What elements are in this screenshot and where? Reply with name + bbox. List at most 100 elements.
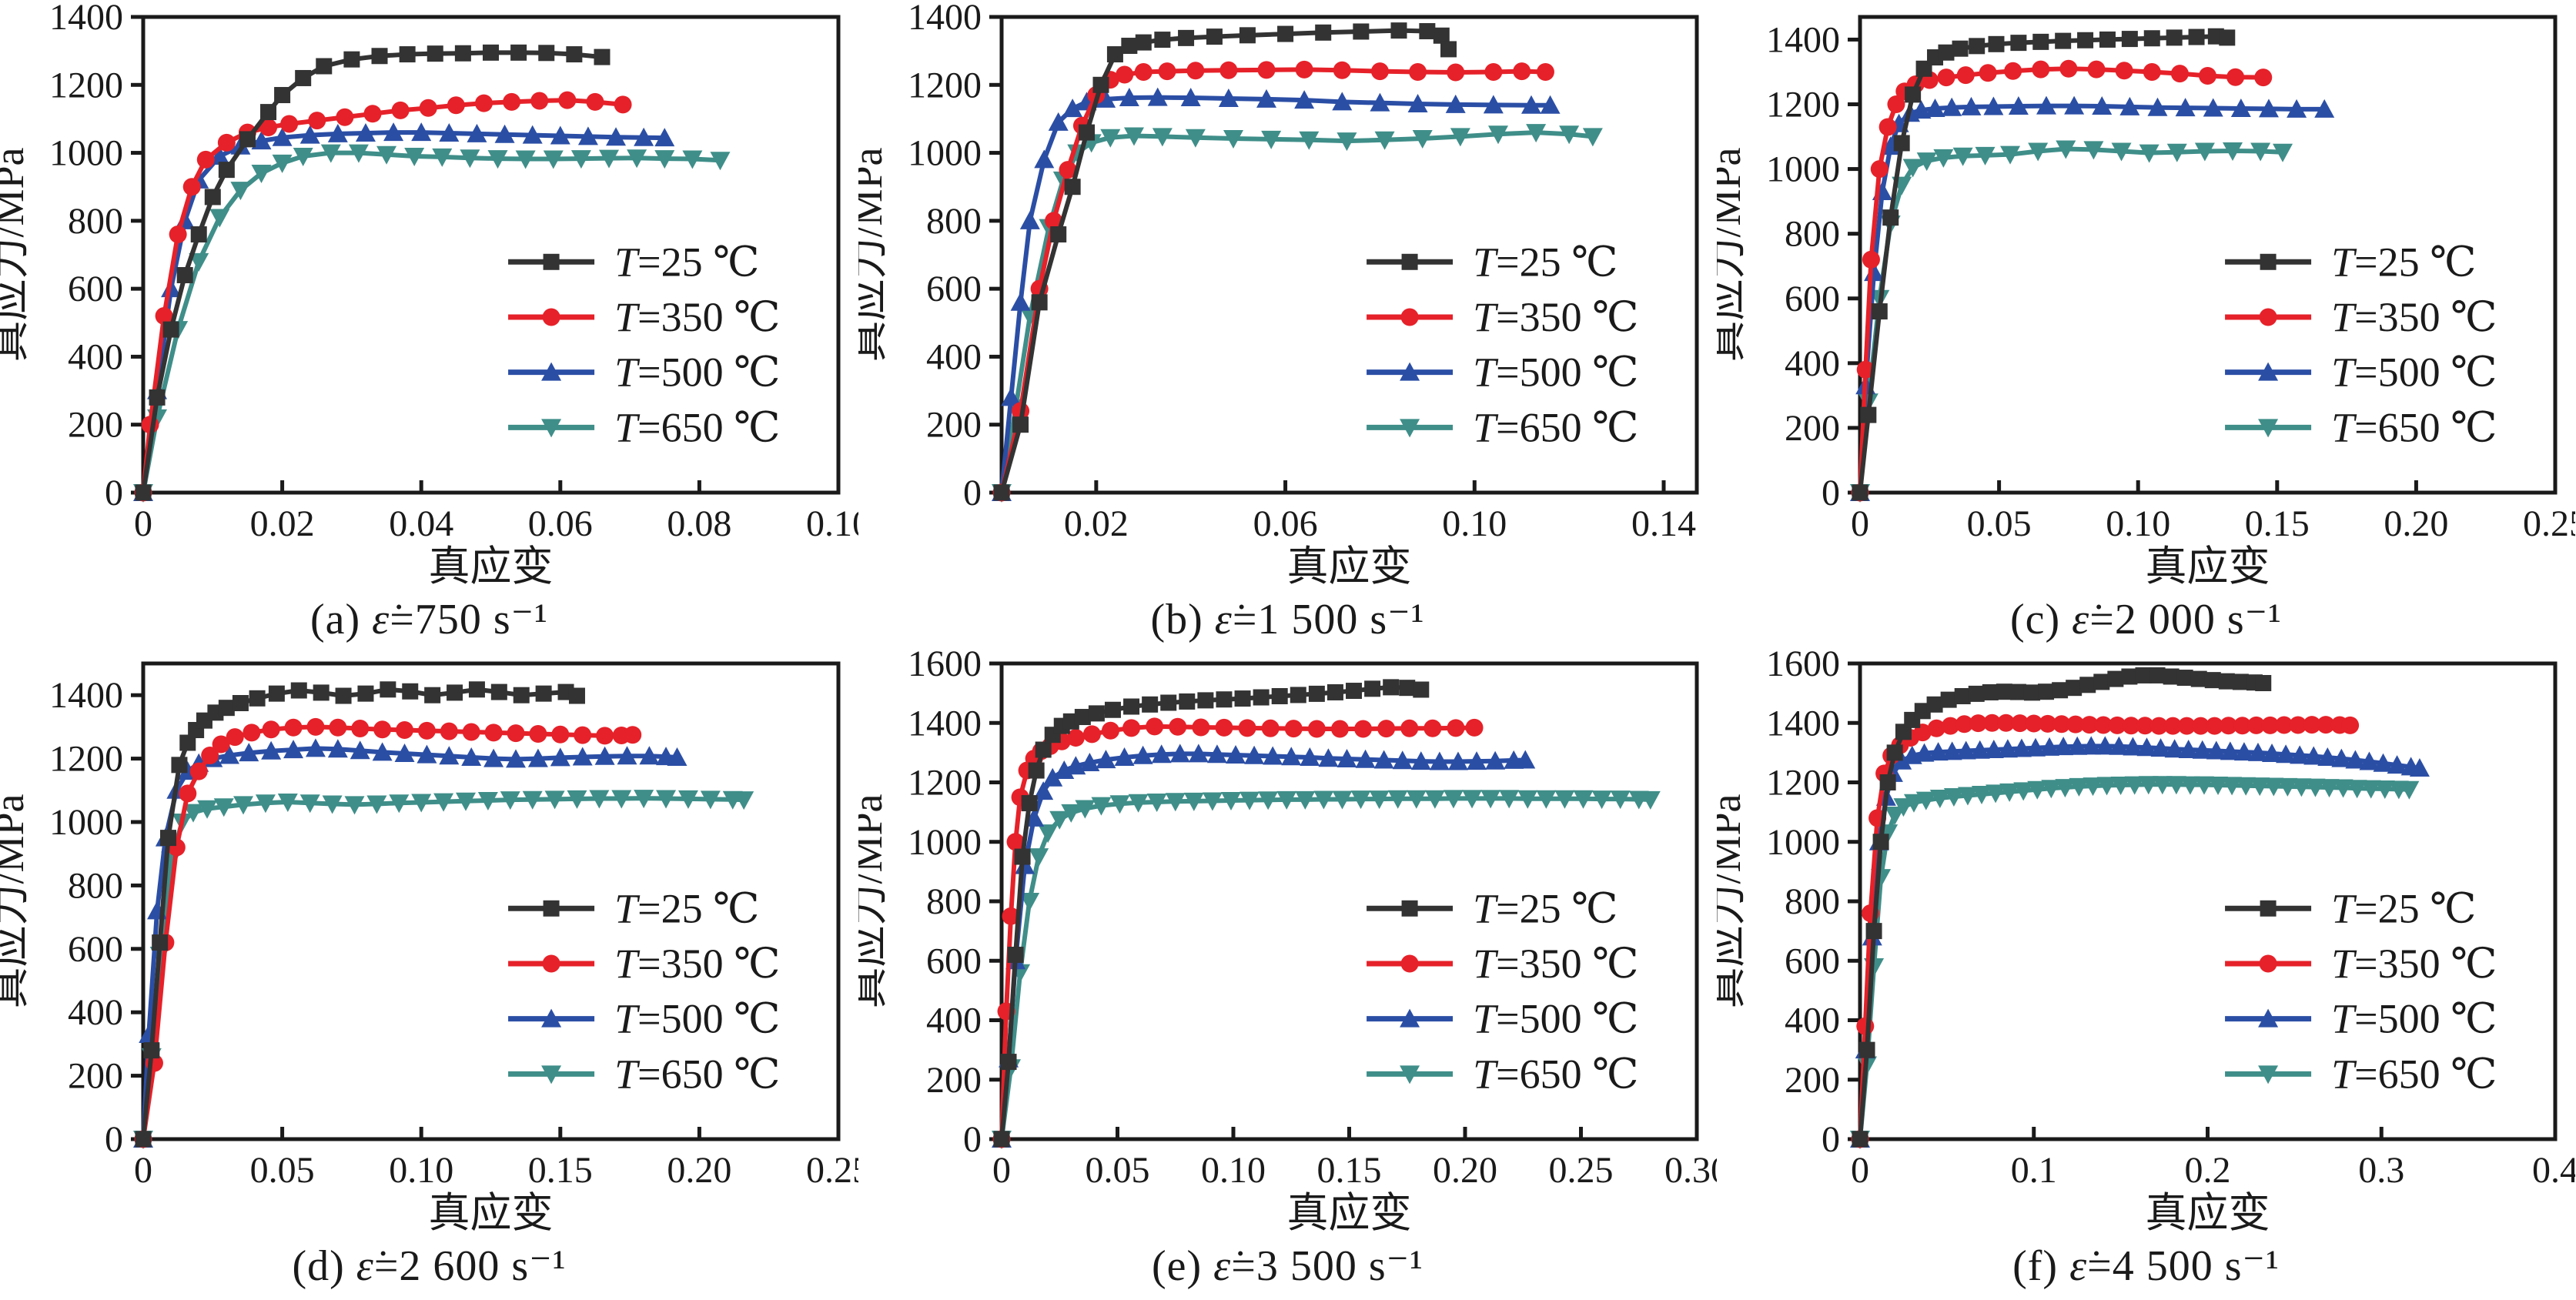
y-tick-label: 1000 bbox=[1766, 149, 1840, 190]
subplot-a-caption: (a) ε̇=750 s⁻¹ bbox=[310, 596, 548, 643]
x-tick-label: 0 bbox=[1851, 503, 1869, 544]
y-tick-label: 400 bbox=[926, 1001, 982, 1041]
x-axis-label: 真应变 bbox=[429, 1190, 554, 1236]
legend-label: T=350 ℃ bbox=[1473, 941, 1638, 987]
x-tick-label: 0.15 bbox=[2245, 503, 2310, 544]
subplot-d: 0 200 400 600 800 1000 1200 1400 0 0.05 0.10 0.15 0.… bbox=[0, 648, 858, 1295]
subplot-b-caption: (b) ε̇=1 500 s⁻¹ bbox=[1150, 596, 1425, 643]
x-tick-label: 0.20 bbox=[667, 1150, 731, 1191]
subplot-b-chart: 0 200 400 600 800 1000 1200 1400 0.02 0.06 0.10 0.1… bbox=[858, 2, 1699, 590]
legend-label: T=25 ℃ bbox=[614, 239, 759, 285]
y-tick-label: 1400 bbox=[1766, 19, 1840, 60]
x-tick-label: 0.10 bbox=[2106, 503, 2170, 544]
x-tick-label: 0.02 bbox=[1064, 503, 1129, 544]
y-tick-label: 400 bbox=[68, 992, 123, 1033]
y-axis-label: 真应力/MPa bbox=[858, 147, 891, 362]
y-tick-label: 800 bbox=[1785, 881, 1840, 922]
y-tick-label: 200 bbox=[68, 1056, 123, 1097]
y-tick-label: 1600 bbox=[1766, 648, 1840, 684]
series-T500 bbox=[1850, 95, 2335, 501]
plot-area: 0 200 400 600 800 1000 1200 1400 0 0.05 0.10 0.15 0.… bbox=[1717, 15, 2575, 590]
y-tick-label: 1000 bbox=[49, 133, 123, 174]
x-tick-label: 0.25 bbox=[806, 1150, 858, 1191]
y-axis-label: 真应力/MPa bbox=[1717, 794, 1749, 1008]
subplot-c-caption: (c) ε̇=2 000 s⁻¹ bbox=[2010, 596, 2282, 643]
y-tick-label: 0 bbox=[1822, 473, 1840, 513]
y-tick-label: 200 bbox=[1785, 1060, 1840, 1101]
subplot-f: 0 200 400 600 800 1000 1200 1400 1600 0 0.1 0.2 0.3 0… bbox=[1717, 648, 2575, 1295]
series-T25 bbox=[993, 679, 1430, 1148]
y-tick-label: 200 bbox=[926, 1060, 982, 1101]
legend-label: T=25 ℃ bbox=[2331, 885, 2476, 931]
legend: T=25 ℃ T=350 ℃ T=500 ℃ T=650 ℃ bbox=[2225, 885, 2497, 1097]
x-axis-label: 真应变 bbox=[2146, 1190, 2270, 1236]
subplot-a-chart: 0 200 400 600 800 1000 1200 1400 0 0.02 0.04 0.06 0.… bbox=[0, 2, 858, 590]
legend-label: T=500 ℃ bbox=[2331, 996, 2497, 1042]
y-axis-label: 真应力/MPa bbox=[858, 794, 891, 1008]
legend-label: T=500 ℃ bbox=[2331, 349, 2497, 396]
legend: T=25 ℃ T=350 ℃ T=500 ℃ T=650 ℃ bbox=[2225, 239, 2497, 450]
series-T650 bbox=[1850, 140, 2293, 503]
series-T350 bbox=[134, 717, 642, 1148]
y-tick-label: 1200 bbox=[908, 65, 982, 105]
x-tick-label: 0.10 bbox=[389, 1150, 453, 1191]
x-tick-label: 0.15 bbox=[1317, 1150, 1382, 1191]
series-T650 bbox=[992, 790, 1661, 1149]
x-tick-label: 0 bbox=[134, 1150, 152, 1191]
y-tick-label: 400 bbox=[926, 336, 982, 377]
legend-label: T=350 ℃ bbox=[614, 294, 780, 340]
legend-label: T=25 ℃ bbox=[1473, 885, 1618, 931]
series-T650 bbox=[133, 790, 754, 1149]
y-tick-label: 1200 bbox=[908, 763, 982, 804]
series-T25 bbox=[1852, 28, 2236, 501]
y-tick-label: 1400 bbox=[908, 2, 982, 38]
subplot-a: 0 200 400 600 800 1000 1200 1400 0 0.02 0.04 0.06 0.… bbox=[0, 2, 858, 648]
y-tick-label: 1200 bbox=[1766, 763, 1840, 804]
y-tick-label: 200 bbox=[68, 405, 123, 446]
y-tick-label: 1000 bbox=[49, 802, 123, 843]
legend-label: T=350 ℃ bbox=[2331, 941, 2497, 987]
y-tick-label: 600 bbox=[926, 941, 982, 981]
x-tick-label: 0.25 bbox=[1549, 1150, 1614, 1191]
y-tick-label: 400 bbox=[1785, 1001, 1840, 1041]
legend-label: T=500 ℃ bbox=[614, 996, 780, 1042]
x-tick-label: 0.4 bbox=[2532, 1150, 2575, 1191]
y-tick-label: 800 bbox=[1785, 214, 1840, 255]
x-tick-label: 0.08 bbox=[667, 503, 731, 544]
x-tick-label: 0.05 bbox=[250, 1150, 315, 1191]
series-T25 bbox=[135, 44, 611, 501]
legend-label: T=650 ℃ bbox=[614, 404, 780, 450]
legend: T=25 ℃ T=350 ℃ T=500 ℃ T=650 ℃ bbox=[1367, 239, 1638, 450]
legend: T=25 ℃ T=350 ℃ T=500 ℃ T=650 ℃ bbox=[1367, 885, 1638, 1097]
x-tick-label: 0.05 bbox=[1967, 503, 2032, 544]
x-tick-label: 0.10 bbox=[1442, 503, 1507, 544]
x-tick-label: 0.2 bbox=[2185, 1150, 2231, 1191]
y-tick-label: 600 bbox=[1785, 279, 1840, 319]
subplot-e: 0 200 400 600 800 1000 1200 1400 1600 0 0.05 0.10 0.… bbox=[858, 648, 1717, 1295]
x-tick-label: 0.06 bbox=[1253, 503, 1318, 544]
y-tick-label: 1400 bbox=[908, 703, 982, 744]
y-tick-label: 1200 bbox=[1766, 85, 1840, 125]
legend: T=25 ℃ T=350 ℃ T=500 ℃ T=650 ℃ bbox=[508, 239, 780, 450]
legend-label: T=350 ℃ bbox=[1473, 294, 1638, 340]
legend: T=25 ℃ T=350 ℃ T=500 ℃ T=650 ℃ bbox=[508, 885, 780, 1097]
y-tick-label: 600 bbox=[68, 269, 123, 309]
subplot-c-chart: 0 200 400 600 800 1000 1200 1400 0 0.05 0.10 0.15 0.… bbox=[1717, 15, 2575, 590]
y-tick-label: 0 bbox=[105, 473, 123, 513]
x-tick-label: 0.3 bbox=[2358, 1150, 2404, 1191]
legend-label: T=500 ℃ bbox=[614, 349, 780, 396]
x-tick-label: 0.06 bbox=[528, 503, 593, 544]
legend-label: T=650 ℃ bbox=[1473, 404, 1638, 450]
y-tick-label: 400 bbox=[68, 336, 123, 377]
series-T500 bbox=[133, 738, 687, 1148]
plot-area: 0 200 400 600 800 1000 1200 1400 0.02 0.06 0.10 0.1… bbox=[858, 2, 1699, 590]
y-tick-label: 800 bbox=[68, 865, 123, 906]
subplot-d-caption: (d) ε̇=2 600 s⁻¹ bbox=[292, 1242, 567, 1290]
legend-label: T=500 ℃ bbox=[1473, 996, 1638, 1042]
legend-label: T=25 ℃ bbox=[614, 885, 759, 931]
x-axis-label: 真应变 bbox=[429, 543, 554, 590]
y-axis-label: 真应力/MPa bbox=[0, 794, 32, 1008]
y-tick-label: 200 bbox=[926, 405, 982, 446]
y-tick-label: 0 bbox=[105, 1119, 123, 1160]
